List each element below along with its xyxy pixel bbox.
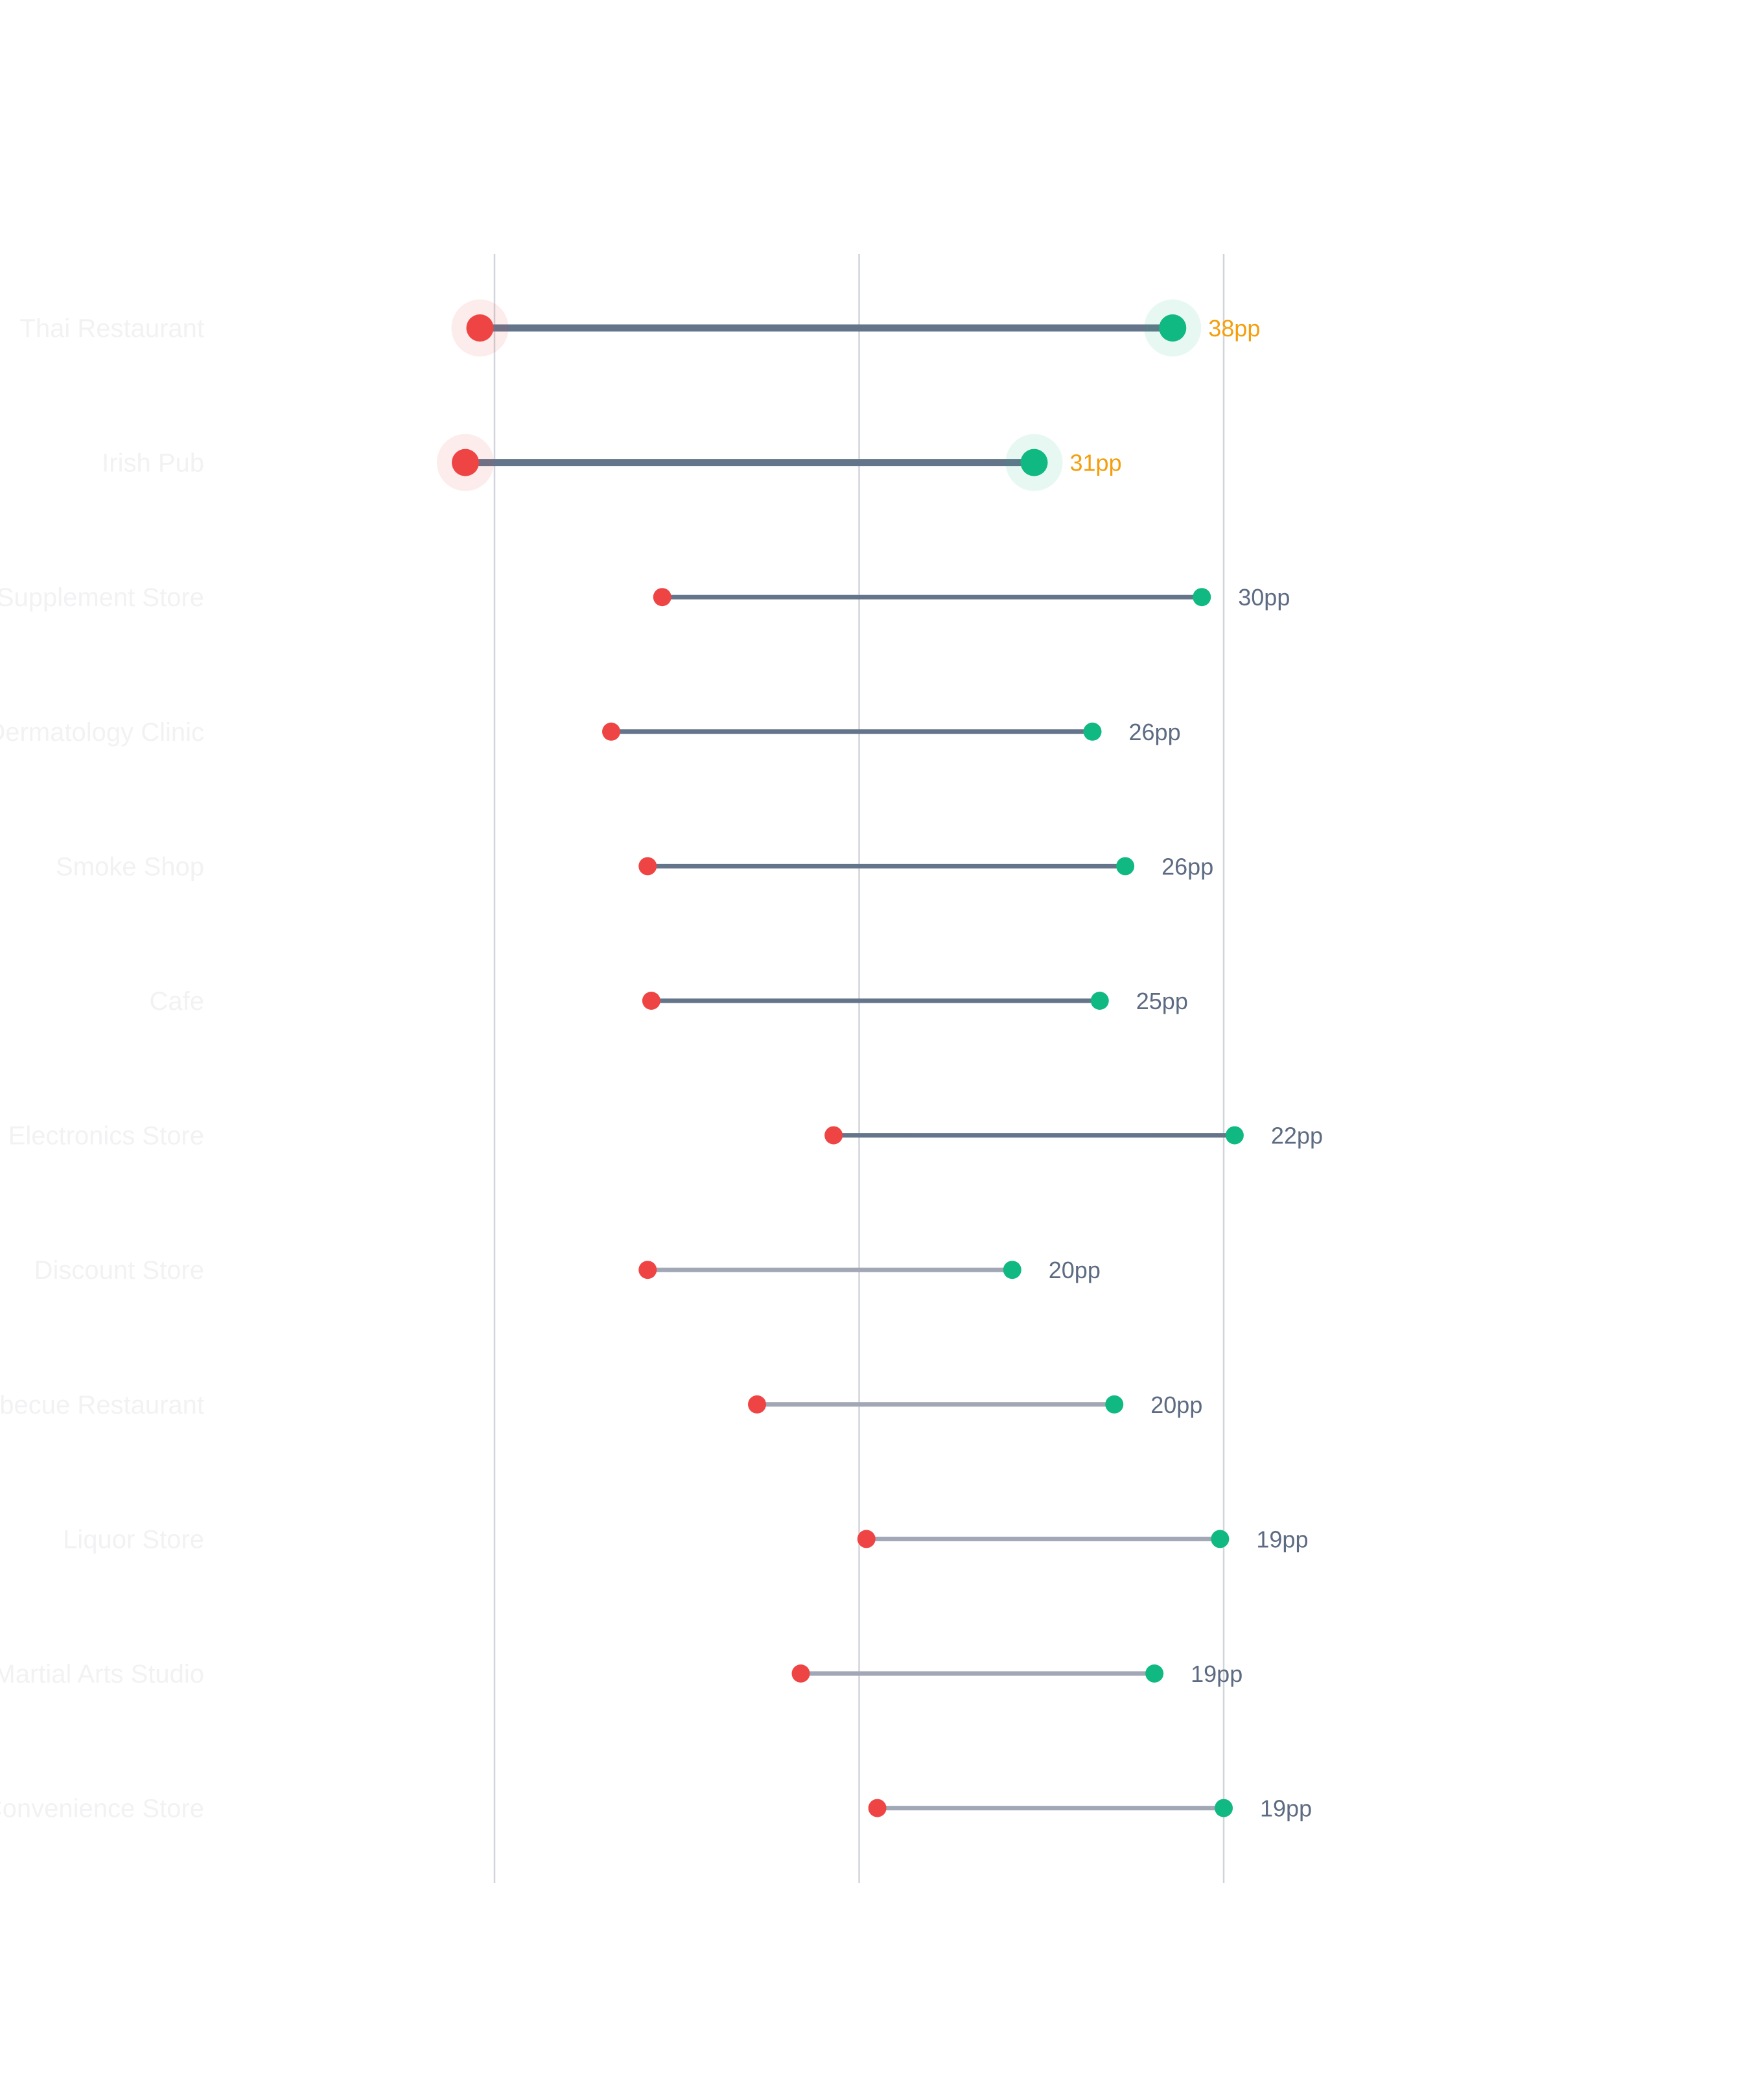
end-point bbox=[1215, 1799, 1233, 1817]
gap-label: 26pp bbox=[1129, 719, 1181, 745]
start-point bbox=[466, 314, 494, 342]
gap-label: 20pp bbox=[1049, 1257, 1101, 1283]
dumbbell-row: Liquor Store 19pp bbox=[63, 1525, 1308, 1554]
end-point bbox=[1083, 722, 1102, 741]
start-point bbox=[748, 1395, 766, 1414]
end-point bbox=[1159, 314, 1187, 342]
start-point bbox=[638, 1261, 657, 1279]
start-point bbox=[642, 992, 660, 1010]
dumbbell-row: Dermatology Clinic 26pp bbox=[0, 718, 1181, 747]
start-point bbox=[452, 449, 479, 476]
start-point bbox=[824, 1126, 843, 1145]
category-label: Irish Pub bbox=[102, 449, 204, 478]
start-point bbox=[868, 1799, 887, 1817]
dumbbell-row: Irish Pub 31pp bbox=[102, 434, 1122, 491]
category-label: Convenience Store bbox=[0, 1795, 204, 1823]
gap-label: 38pp bbox=[1208, 315, 1260, 342]
end-point bbox=[1145, 1664, 1164, 1683]
gap-label: 19pp bbox=[1256, 1526, 1308, 1552]
gap-label: 25pp bbox=[1136, 988, 1188, 1014]
start-point bbox=[791, 1664, 810, 1683]
gap-label: 31pp bbox=[1070, 450, 1122, 476]
category-label: Electronics Store bbox=[8, 1122, 204, 1150]
gap-label: 20pp bbox=[1150, 1392, 1202, 1418]
category-label: Barbecue Restaurant bbox=[0, 1391, 204, 1419]
dumbbell-row: Cafe 25pp bbox=[150, 987, 1188, 1016]
dumbbell-row: Discount Store 20pp bbox=[34, 1256, 1101, 1285]
category-label: Cafe bbox=[150, 987, 205, 1016]
gap-label: 26pp bbox=[1161, 853, 1213, 880]
category-label: Liquor Store bbox=[63, 1525, 204, 1554]
end-point bbox=[1090, 992, 1109, 1010]
category-label: Dermatology Clinic bbox=[0, 718, 204, 747]
category-label: Discount Store bbox=[34, 1256, 204, 1285]
end-point bbox=[1211, 1530, 1230, 1548]
gap-label: 30pp bbox=[1238, 584, 1290, 611]
end-point bbox=[1116, 857, 1135, 876]
start-point bbox=[638, 857, 657, 876]
category-label: Martial Arts Studio bbox=[0, 1660, 204, 1688]
chart-rows: Thai Restaurant 38pp Irish Pub 31pp Suppleme… bbox=[0, 299, 1323, 1823]
end-point bbox=[1225, 1126, 1244, 1145]
grid-lines bbox=[493, 254, 1225, 1883]
dumbbell-row: Barbecue Restaurant 20pp bbox=[0, 1391, 1202, 1419]
category-label: Supplement Store bbox=[0, 583, 204, 612]
start-point bbox=[602, 722, 620, 741]
dumbbell-row: Electronics Store 22pp bbox=[8, 1122, 1323, 1150]
gap-label: 19pp bbox=[1191, 1661, 1242, 1687]
gap-label: 19pp bbox=[1260, 1795, 1312, 1822]
category-label: Thai Restaurant bbox=[19, 314, 204, 343]
dumbbell-row: Thai Restaurant 38pp bbox=[19, 299, 1260, 356]
gap-label: 22pp bbox=[1271, 1123, 1323, 1149]
dumbbell-row: Smoke Shop 26pp bbox=[56, 852, 1213, 881]
end-point bbox=[1105, 1395, 1124, 1414]
dumbbell-row: Convenience Store 19pp bbox=[0, 1795, 1312, 1823]
dumbbell-row: Supplement Store 30pp bbox=[0, 583, 1290, 612]
end-point bbox=[1020, 449, 1048, 476]
end-point bbox=[1003, 1261, 1021, 1279]
end-point bbox=[1193, 588, 1211, 607]
category-label: Smoke Shop bbox=[56, 852, 204, 881]
start-point bbox=[857, 1530, 876, 1548]
dumbbell-row: Martial Arts Studio 19pp bbox=[0, 1660, 1242, 1688]
start-point bbox=[653, 588, 671, 607]
